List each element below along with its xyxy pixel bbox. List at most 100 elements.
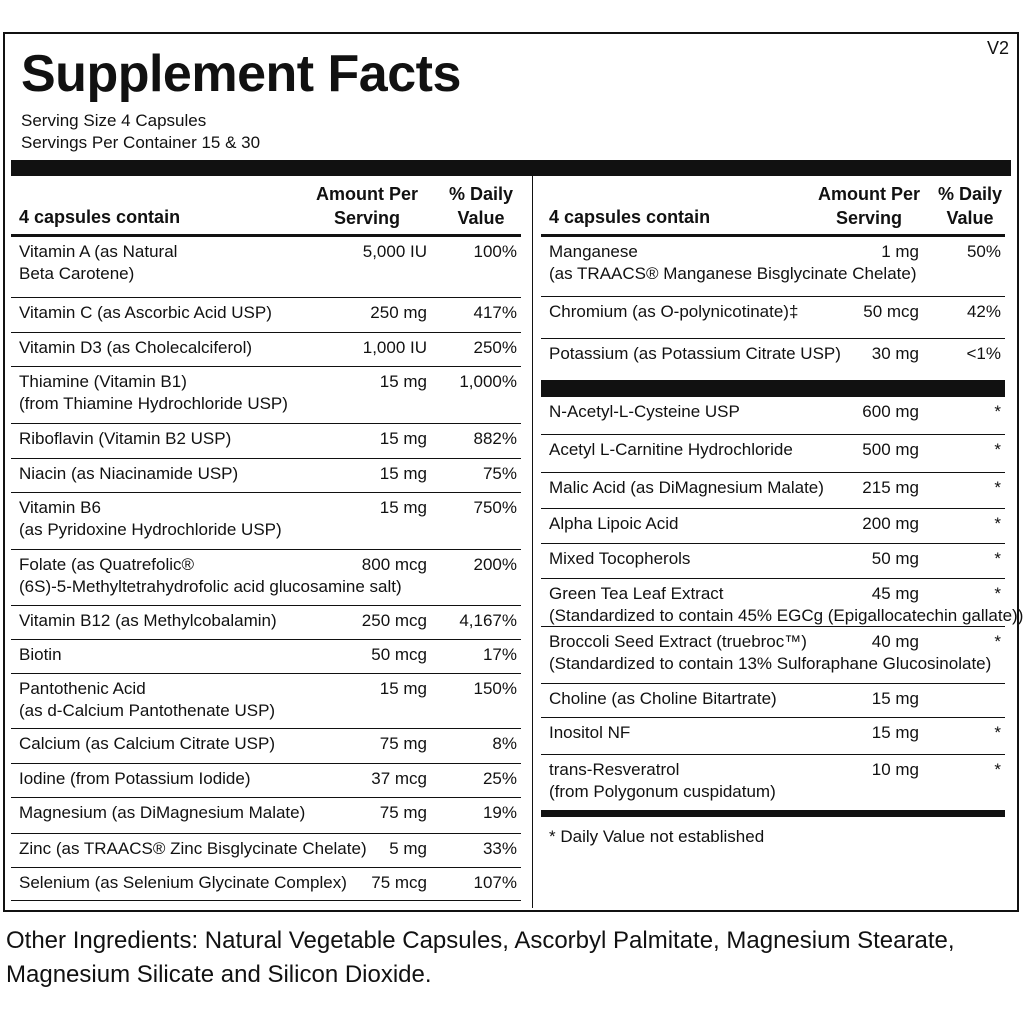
nutrient-name: Alpha Lipoic Acid xyxy=(549,514,679,533)
nutrient-amount: 15 mg xyxy=(379,679,427,698)
nutrient-name: trans-Resveratrol (from Polygonum cuspida… xyxy=(549,760,776,801)
nutrient-amount: 50 mcg xyxy=(371,645,427,664)
serving-size: Serving Size 4 Capsules xyxy=(21,111,207,130)
nutrient-amount: 250 mcg xyxy=(361,611,427,630)
left-column: 4 capsules contain Amount Per Serving % D… xyxy=(11,176,521,901)
nutrient-name: Calcium (as Calcium Citrate USP) xyxy=(19,734,275,753)
nutrient-daily-value: 750% xyxy=(473,498,517,517)
nutrient-daily-value: * xyxy=(994,584,1001,603)
nutrient-row: Alpha Lipoic Acid 200 mg * xyxy=(541,509,1005,544)
nutrient-amount: 500 mg xyxy=(862,440,919,459)
nutrient-name: Zinc (as TRAACS® Zinc Bisglycinate Chela… xyxy=(19,839,367,858)
serving-info: Serving Size 4 Capsules Servings Per Con… xyxy=(21,110,260,154)
nutrient-row: Folate (as Quatrefolic® (6S)-5-Methyltetr… xyxy=(11,550,521,606)
nutrient-row: Calcium (as Calcium Citrate USP) 75 mg 8% xyxy=(11,729,521,764)
nutrient-daily-value: 25% xyxy=(482,769,517,788)
nutrient-amount: 1,000 IU xyxy=(362,338,427,357)
nutrient-row: Riboflavin (Vitamin B2 USP) 15 mg 882% xyxy=(11,424,521,459)
nutrient-amount: 200 mg xyxy=(862,514,919,533)
nutrient-daily-value: 17% xyxy=(482,645,517,664)
nutrient-daily-value: 33% xyxy=(482,839,517,858)
nutrient-daily-value: * xyxy=(994,514,1001,533)
header-name: 4 capsules contain xyxy=(549,207,711,227)
nutrient-row: Vitamin B6 (as Pyridoxine Hydrochloride U… xyxy=(11,493,521,550)
nutrient-name: Manganese (as TRAACS® Manganese Bisglycin… xyxy=(549,242,917,283)
nutrient-row: Chromium (as O-polynicotinate)‡ 50 mcg 42% xyxy=(541,297,1005,339)
nutrient-row: Biotin 50 mcg 17% xyxy=(11,640,521,674)
nutrient-daily-value: 100% xyxy=(473,242,517,261)
header-amount: Amount Per Serving xyxy=(817,184,920,228)
nutrient-row: Green Tea Leaf Extract (Standardized to c… xyxy=(541,579,1023,627)
nutrient-name: Vitamin B12 (as Methylcobalamin) xyxy=(19,611,277,630)
nutrient-row: Zinc (as TRAACS® Zinc Bisglycinate Chela… xyxy=(11,834,521,868)
nutrient-amount: 50 mcg xyxy=(863,302,919,321)
right-column: 4 capsules contain Amount Per Serving % D… xyxy=(541,176,1023,847)
nutrient-amount: 600 mg xyxy=(862,402,919,421)
nutrient-amount: 15 mg xyxy=(379,372,427,391)
nutrient-row: Magnesium (as DiMagnesium Malate) 75 mg 19… xyxy=(11,798,521,834)
nutrient-row: Vitamin D3 (as Cholecalciferol) 1,000 IU 2… xyxy=(11,333,521,367)
nutrient-daily-value: 1,000% xyxy=(459,372,517,391)
nutrient-row: Potassium (as Potassium Citrate USP) 30 m… xyxy=(541,339,1005,381)
nutrient-name: Vitamin A (as Natural Beta Carotene) xyxy=(19,242,178,283)
nutrient-name: Green Tea Leaf Extract (Standardized to c… xyxy=(549,584,1024,625)
nutrient-name: N-Acetyl-L-Cysteine USP xyxy=(549,402,740,421)
nutrient-daily-value: 19% xyxy=(482,803,517,822)
header-daily-value: % Daily Value xyxy=(937,184,1003,228)
nutrient-row: Vitamin C (as Ascorbic Acid USP) 250 mg 41… xyxy=(11,298,521,333)
nutrient-daily-value: * xyxy=(994,632,1001,651)
nutrient-name: Selenium (as Selenium Glycinate Complex) xyxy=(19,873,347,892)
nutrient-row: Vitamin B12 (as Methylcobalamin) 250 mcg 4… xyxy=(11,606,521,640)
version-label: V2 xyxy=(986,38,1009,58)
nutrient-row: Manganese (as TRAACS® Manganese Bisglycin… xyxy=(541,237,1005,297)
nutrient-daily-value: <1% xyxy=(966,344,1002,363)
nutrient-row: Niacin (as Niacinamide USP) 15 mg 75% xyxy=(11,459,521,493)
right-rows-top: Manganese (as TRAACS® Manganese Bisglycin… xyxy=(541,237,1005,381)
nutrient-daily-value: * xyxy=(994,402,1001,421)
panel-title: Supplement Facts xyxy=(21,45,461,103)
nutrient-amount: 15 mg xyxy=(379,498,427,517)
nutrient-row: Thiamine (Vitamin B1) (from Thiamine Hydr… xyxy=(11,367,521,424)
nutrient-row: Malic Acid (as DiMagnesium Malate) 215 mg… xyxy=(541,473,1005,509)
nutrient-daily-value: * xyxy=(994,723,1001,742)
nutrient-amount: 1 mg xyxy=(881,242,919,261)
nutrient-row: N-Acetyl-L-Cysteine USP 600 mg * xyxy=(541,397,1005,435)
nutrient-name: Chromium (as O-polynicotinate)‡ xyxy=(549,302,799,321)
nutrient-amount: 5 mg xyxy=(389,839,427,858)
nutrient-amount: 15 mg xyxy=(871,723,919,742)
nutrient-name: Pantothenic Acid (as d-Calcium Pantothena… xyxy=(19,679,276,720)
top-thick-rule xyxy=(11,160,1011,176)
nutrient-daily-value: 107% xyxy=(473,873,517,892)
nutrient-amount: 40 mg xyxy=(871,632,919,651)
left-rows: Vitamin A (as Natural Beta Carotene) 5,000… xyxy=(11,237,521,901)
nutrient-daily-value: 42% xyxy=(966,302,1001,321)
nutrient-name: Acetyl L-Carnitine Hydrochloride xyxy=(549,440,793,459)
middle-thick-rule xyxy=(541,381,1005,397)
right-column-header: 4 capsules contain Amount Per Serving % D… xyxy=(541,176,1005,237)
header-daily-value: % Daily Value xyxy=(448,184,514,228)
nutrient-row: Iodine (from Potassium Iodide) 37 mcg 25% xyxy=(11,764,521,798)
nutrient-row: Vitamin A (as Natural Beta Carotene) 5,000… xyxy=(11,237,521,298)
nutrient-amount: 800 mcg xyxy=(361,555,427,574)
nutrient-name: Magnesium (as DiMagnesium Malate) xyxy=(19,803,306,822)
column-divider xyxy=(532,176,533,908)
nutrient-amount: 215 mg xyxy=(862,478,919,497)
nutrient-row: Broccoli Seed Extract (truebroc™) (Standa… xyxy=(541,627,1005,684)
left-column-header: 4 capsules contain Amount Per Serving % D… xyxy=(11,176,521,237)
nutrient-amount: 5,000 IU xyxy=(362,242,427,261)
nutrient-name: Vitamin B6 (as Pyridoxine Hydrochloride U… xyxy=(19,498,282,539)
nutrient-daily-value: 200% xyxy=(473,555,517,574)
nutrient-daily-value: 417% xyxy=(473,303,517,322)
nutrient-row: trans-Resveratrol (from Polygonum cuspida… xyxy=(541,755,1005,811)
nutrient-name: Mixed Tocopherols xyxy=(549,549,691,568)
header-amount: Amount Per Serving xyxy=(315,184,418,228)
nutrient-name: Thiamine (Vitamin B1) (from Thiamine Hydr… xyxy=(19,372,288,413)
nutrient-name: Vitamin C (as Ascorbic Acid USP) xyxy=(19,303,272,322)
nutrient-daily-value: 250% xyxy=(473,338,517,357)
nutrient-amount: 75 mcg xyxy=(371,873,427,892)
nutrient-amount: 250 mg xyxy=(370,303,427,322)
nutrient-daily-value: 8% xyxy=(492,734,517,753)
nutrient-amount: 45 mg xyxy=(871,584,919,603)
nutrient-row: Inositol NF 15 mg * xyxy=(541,718,1005,755)
nutrient-row: Choline (as Choline Bitartrate) 15 mg xyxy=(541,684,1005,718)
